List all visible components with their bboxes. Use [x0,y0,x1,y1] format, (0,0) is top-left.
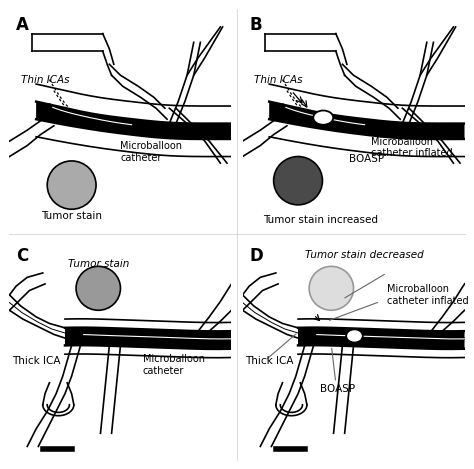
Text: B: B [249,16,262,34]
Text: Tumor stain: Tumor stain [68,259,129,269]
Text: Microballoon
catheter inflated: Microballoon catheter inflated [387,284,468,305]
Text: Thick ICA: Thick ICA [245,356,293,366]
Circle shape [47,161,96,209]
Text: BOASP: BOASP [320,384,356,394]
Circle shape [76,266,120,310]
Text: Microballoon
catheter: Microballoon catheter [143,354,205,376]
Ellipse shape [346,329,363,342]
Circle shape [309,266,354,310]
Text: A: A [16,16,29,34]
Ellipse shape [47,104,52,108]
Text: Thick ICA: Thick ICA [12,356,60,366]
Text: Tumor stain: Tumor stain [41,211,102,221]
Polygon shape [298,328,465,349]
Text: Tumor stain increased: Tumor stain increased [263,215,378,225]
Text: Thin ICAs: Thin ICAs [20,75,69,85]
Ellipse shape [79,333,82,336]
Ellipse shape [311,333,316,336]
Circle shape [273,157,322,205]
Polygon shape [269,102,465,139]
Text: Microballoon
catheter: Microballoon catheter [120,141,182,163]
Polygon shape [65,328,231,349]
Text: D: D [249,247,263,265]
Text: Microballoon
catheter inflated: Microballoon catheter inflated [371,137,453,159]
Ellipse shape [280,104,285,108]
Ellipse shape [313,111,333,125]
Text: Thin ICAs: Thin ICAs [254,75,302,85]
Text: BOASP: BOASP [349,154,384,164]
Polygon shape [36,102,231,139]
Text: Tumor stain decreased: Tumor stain decreased [305,250,424,260]
Text: C: C [16,247,28,265]
